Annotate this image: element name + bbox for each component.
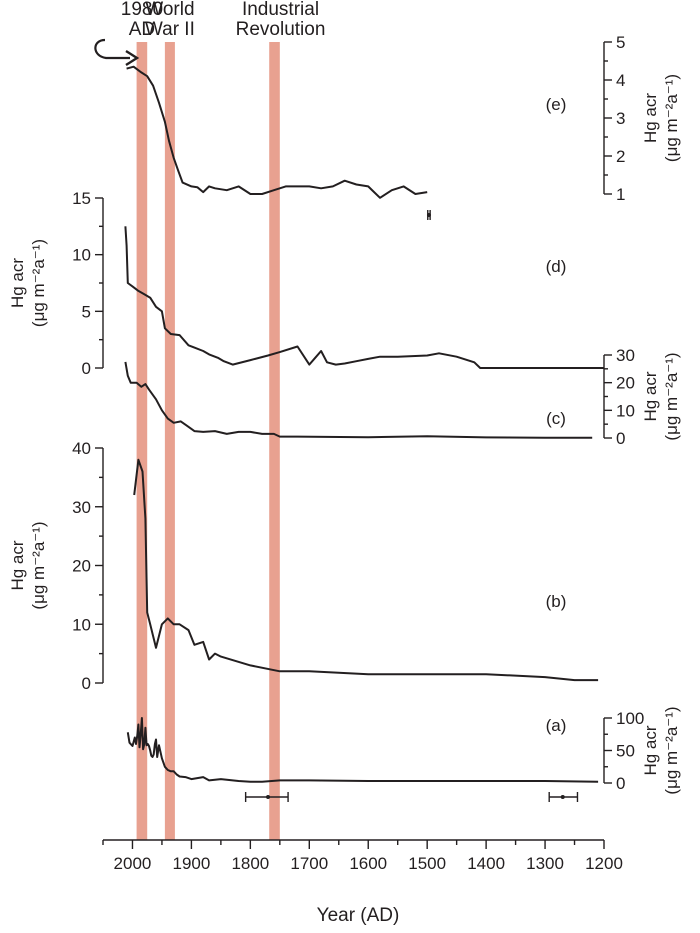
y-axis-title-line1-0: Hg acr <box>641 93 660 143</box>
y-tick-label-2-3: 30 <box>616 346 635 365</box>
panel-label-3: (b) <box>546 592 567 611</box>
event-band-1 <box>164 42 175 840</box>
y-tick-label-3-3: 30 <box>72 498 91 517</box>
y-tick-label-2-0: 0 <box>616 429 625 448</box>
y-axis-title-line2-3: (μg m⁻²a⁻¹) <box>29 521 48 609</box>
series-line-2 <box>124 361 593 439</box>
y-axis-title-line2-0: (μg m⁻²a⁻¹) <box>662 74 681 162</box>
y-tick-label-2-1: 10 <box>616 401 635 420</box>
y-tick-label-0-3: 4 <box>616 71 625 90</box>
event-band-label-1-1: War II <box>145 19 195 40</box>
error-bar-1 <box>244 792 289 802</box>
y-tick-label-3-2: 20 <box>72 557 91 576</box>
y-tick-label-4-0: 0 <box>616 774 625 793</box>
y-tick-label-0-4: 5 <box>616 33 625 52</box>
y-tick-label-2-2: 20 <box>616 374 635 393</box>
panel-label-0: (e) <box>546 95 567 114</box>
y-axis-title-line2-4: (μg m⁻²a⁻¹) <box>662 706 681 794</box>
event-band-label-2-0: Industrial <box>242 0 319 20</box>
x-tick-label-8: 1200 <box>585 854 623 873</box>
series-line-3 <box>133 458 599 682</box>
y-axis-title-line1-4: Hg acr <box>641 725 660 775</box>
event-band-label-0-0: 1980 <box>121 0 163 20</box>
y-axis-title-line2-2: (μg m⁻²a⁻¹) <box>662 352 681 440</box>
y-tick-label-0-2: 3 <box>616 109 625 128</box>
y-tick-label-3-4: 40 <box>72 439 91 458</box>
series-line-0 <box>126 65 428 199</box>
y-axis-title-2: Hg acr (μg m⁻²a⁻¹) <box>641 352 681 440</box>
y-tick-label-0-1: 2 <box>616 147 625 166</box>
y-axis-title-line1-2: Hg acr <box>641 371 660 421</box>
y-axis-title-0: Hg acr (μg m⁻²a⁻¹) <box>641 74 681 162</box>
panel-label-4: (a) <box>546 716 567 735</box>
x-tick-label-7: 1300 <box>526 854 564 873</box>
error-bar-2 <box>548 792 579 802</box>
panel-label-1: (d) <box>546 257 567 276</box>
y-axis-title-line1-1: Hg acr <box>8 258 27 308</box>
event-band-2 <box>269 42 280 840</box>
y-tick-label-4-1: 50 <box>616 742 635 761</box>
error-bar-0 <box>426 210 431 220</box>
event-band-label-2-1: Revolution <box>236 19 326 40</box>
x-axis-title: Year (AD) <box>317 905 400 926</box>
event-band-label-1-0: World <box>145 0 194 20</box>
event-band-0 <box>136 42 148 840</box>
y-tick-label-1-0: 0 <box>82 359 91 378</box>
series <box>124 65 604 783</box>
series-line-1 <box>124 226 604 369</box>
y-tick-label-1-1: 5 <box>82 302 91 321</box>
y-axis-title-line2-1: (μg m⁻²a⁻¹) <box>29 239 48 327</box>
y-axis-title-4: Hg acr (μg m⁻²a⁻¹) <box>641 706 681 794</box>
y-tick-label-4-2: 100 <box>616 709 644 728</box>
y-axis-title-1: Hg acr (μg m⁻²a⁻¹) <box>8 239 48 327</box>
x-tick-label-3: 1700 <box>290 854 328 873</box>
y-tick-label-1-2: 10 <box>72 246 91 265</box>
x-tick-label-0: 2000 <box>114 854 152 873</box>
y-tick-label-3-0: 0 <box>82 674 91 693</box>
x-tick-label-6: 1400 <box>467 854 505 873</box>
x-axis: 2000 1900 1800 1700 1600 1500 1400 1300 1200 <box>102 839 623 873</box>
arrow-1980-indicator <box>94 38 130 60</box>
series-line-4 <box>126 717 599 783</box>
y-axis-title-line1-3: Hg acr <box>8 540 27 590</box>
y-axis-title-3: Hg acr (μg m⁻²a⁻¹) <box>8 521 48 609</box>
panel-label-2: (c) <box>546 409 566 428</box>
y-tick-label-0-0: 1 <box>616 185 625 204</box>
y-tick-label-3-1: 10 <box>72 615 91 634</box>
arrow-head-icon <box>125 49 140 67</box>
x-tick-label-5: 1500 <box>408 854 446 873</box>
x-tick-label-4: 1600 <box>349 854 387 873</box>
x-tick-label-1: 1900 <box>172 854 210 873</box>
event-band-label-0-1: AD <box>129 19 155 40</box>
x-tick-label-2: 1800 <box>231 854 269 873</box>
error-bars <box>244 210 579 802</box>
event-bands <box>136 42 280 840</box>
y-tick-label-1-3: 15 <box>72 189 91 208</box>
